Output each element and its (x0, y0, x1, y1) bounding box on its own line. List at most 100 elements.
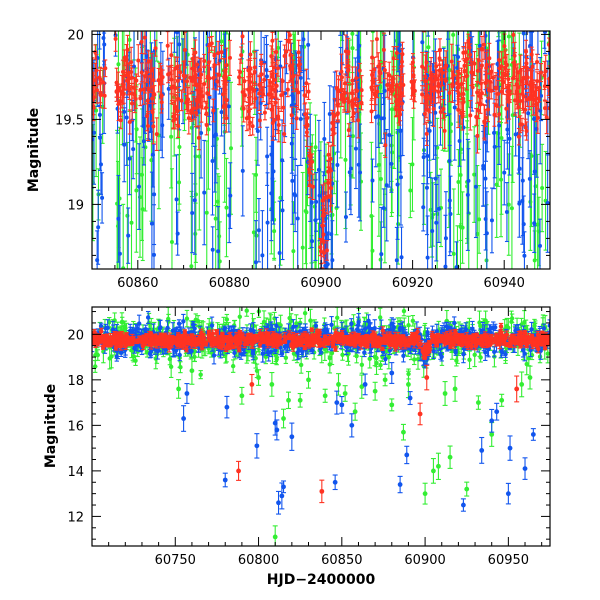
zoom-green-point (169, 168, 174, 269)
zoom-red-point (411, 67, 416, 97)
full-blue-outlier-point (494, 402, 500, 421)
full-green-outlier-point (372, 381, 378, 401)
zoom-red-point (318, 238, 323, 257)
zoom-red-point (346, 92, 351, 112)
zoom-red-point (503, 60, 508, 90)
zoom-red-point (207, 36, 212, 54)
full-green-outlier-point (297, 392, 303, 408)
full-red-point (227, 345, 232, 350)
zoom-red-point (194, 98, 199, 128)
full-red-point (380, 346, 385, 351)
zoom-red-point (499, 77, 504, 106)
zoom-red-point (94, 54, 99, 87)
zoom-green-point (509, 145, 514, 269)
zoom-blue-point (96, 189, 101, 265)
zoom-blue-point (398, 128, 403, 226)
zoom-blue-point (521, 195, 526, 253)
zoom-x-tick-label: 60920 (392, 276, 433, 291)
zoom-red-point (464, 61, 469, 91)
zoom-red-point (393, 85, 398, 108)
zoom-red-point (447, 83, 452, 103)
full-panel-plot-area (92, 307, 550, 546)
zoom-blue-point (542, 31, 547, 49)
zoom-red-point (193, 64, 198, 86)
zoom-red-point (144, 62, 149, 83)
zoom-red-point (270, 105, 275, 141)
zoom-green-point (540, 143, 545, 233)
full-blue-outlier-point (397, 475, 403, 494)
zoom-blue-point (280, 160, 285, 261)
zoom-red-point (270, 70, 275, 84)
zoom-blue-point (126, 207, 131, 264)
zoom-red-point (179, 90, 184, 112)
zoom-blue-point (538, 56, 543, 165)
full-green-outlier-point (422, 482, 428, 505)
zoom-red-point (436, 85, 441, 99)
zoom-blue-point (294, 0, 298, 19)
full-panel: 60750 60800 60850 60900 60950 12 14 16 18 20 Magn… (43, 306, 551, 588)
zoom-red-point (287, 31, 292, 44)
zoom-red-point (421, 31, 426, 33)
zoom-red-point (113, 31, 118, 52)
zoom-red-point (375, 85, 380, 99)
full-green-outlier-point (447, 445, 453, 469)
zoom-red-point (138, 90, 143, 107)
zoom-red-point (257, 76, 262, 111)
zoom-green-point (121, 203, 126, 269)
zoom-blue-point (527, 150, 532, 208)
zoom-red-point (544, 100, 549, 135)
zoom-red-point (394, 46, 399, 60)
zoom-red-point (516, 127, 521, 146)
full-red-point (293, 340, 299, 346)
zoom-red-point (139, 62, 144, 83)
zoom-red-point (492, 102, 497, 127)
zoom-blue-point (174, 154, 179, 245)
zoom-red-point (475, 118, 480, 154)
full-green-point (184, 309, 190, 328)
full-red-point (130, 337, 135, 342)
zoom-blue-point (202, 139, 207, 246)
zoom-blue-point (421, 137, 426, 177)
zoom-blue-point (210, 106, 215, 216)
zoom-x-tick-label: 60860 (117, 276, 158, 291)
zoom-blue-point (338, 31, 343, 36)
zoom-red-point (451, 64, 456, 86)
zoom-blue-point (137, 143, 142, 231)
zoom-red-point (359, 95, 364, 111)
zoom-blue-point (269, 145, 274, 242)
zoom-blue-point (255, 96, 260, 166)
zoom-green-point (509, 31, 514, 60)
zoom-red-point (342, 91, 347, 113)
zoom-red-point (381, 32, 386, 68)
zoom-red-point (310, 173, 315, 201)
zoom-blue-point (260, 0, 264, 5)
zoom-green-point (369, 141, 374, 269)
zoom-blue-point (436, 174, 441, 244)
zoom-red-point (304, 117, 309, 137)
zoom-green-point (506, 153, 511, 256)
zoom-red-point (357, 62, 362, 79)
zoom-red-point (420, 85, 425, 104)
zoom-green-point (251, 173, 256, 269)
zoom-red-point (539, 63, 544, 83)
zoom-blue-point (226, 80, 231, 133)
zoom-red-point (262, 104, 267, 121)
full-green-point (401, 307, 407, 317)
zoom-blue-point (542, 31, 547, 55)
full-red-outlier-point (319, 479, 325, 504)
zoom-green-point (499, 122, 504, 238)
zoom-red-point (475, 80, 480, 104)
zoom-red-point (514, 67, 519, 102)
zoom-red-point (335, 89, 340, 121)
zoom-red-point (129, 64, 134, 80)
zoom-blue-point (260, 210, 265, 269)
full-red-point (509, 333, 515, 339)
zoom-red-point (239, 46, 244, 64)
zoom-blue-point (447, 144, 452, 257)
zoom-panel-y-axis-title: Magnitude (26, 108, 42, 192)
full-blue-outlier-point (505, 482, 511, 505)
zoom-red-point (437, 38, 442, 62)
zoom-blue-point (243, 0, 247, 27)
zoom-red-point (469, 58, 474, 87)
full-green-outlier-point (442, 381, 448, 406)
